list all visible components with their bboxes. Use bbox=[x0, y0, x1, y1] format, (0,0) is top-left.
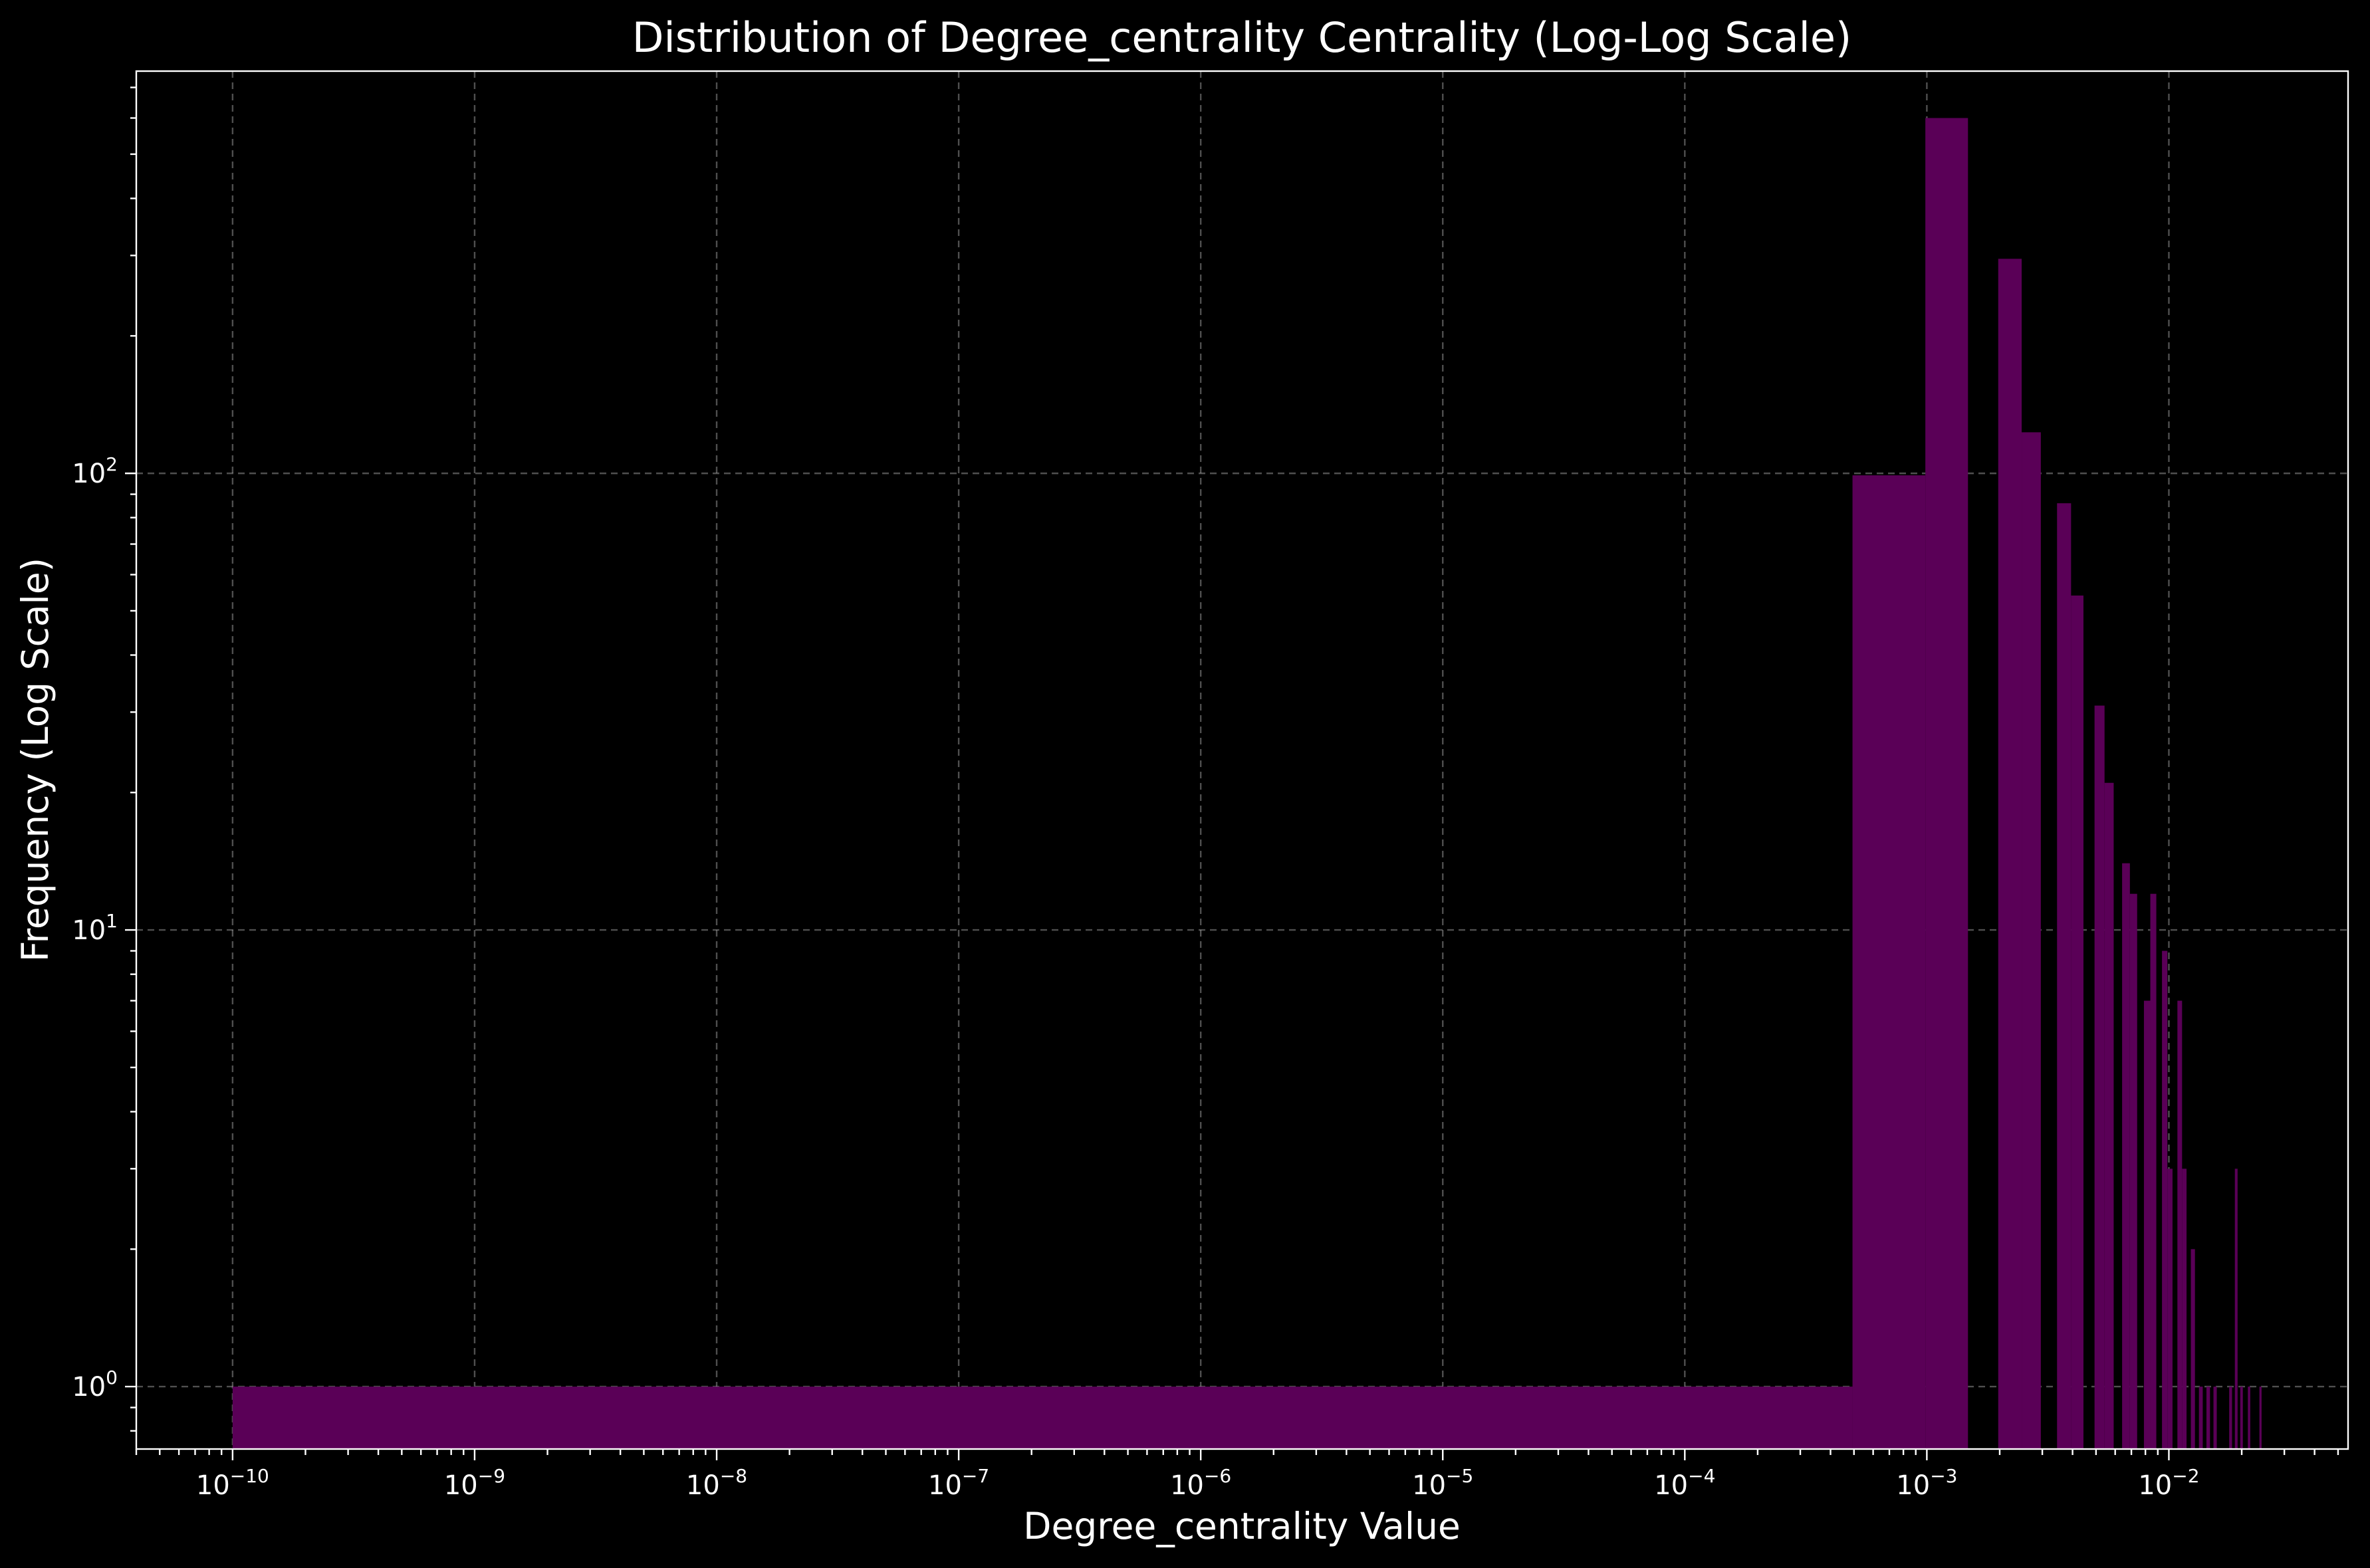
histogram-bar bbox=[2143, 1000, 2151, 1449]
histogram-bar bbox=[2234, 1169, 2238, 1449]
x-tick-label: 10−8 bbox=[686, 1465, 747, 1501]
histogram-bar bbox=[2150, 893, 2157, 1449]
x-tick-label: 10−3 bbox=[1896, 1465, 1957, 1501]
x-tick-label: 10−2 bbox=[2138, 1465, 2199, 1501]
histogram-bar bbox=[1852, 475, 1926, 1450]
histogram-bar bbox=[2094, 705, 2105, 1449]
histogram-bars bbox=[232, 118, 2262, 1450]
x-tick-label: 10−6 bbox=[1170, 1465, 1231, 1501]
histogram-bar bbox=[2057, 503, 2072, 1449]
x-axis-label: Degree_centrality Value bbox=[1023, 1505, 1461, 1547]
histogram-bar bbox=[2022, 432, 2041, 1450]
histogram-bar bbox=[2182, 1169, 2187, 1449]
histogram-bar bbox=[2129, 893, 2137, 1449]
histogram-bar bbox=[232, 1387, 1853, 1449]
x-tick-label: 10−7 bbox=[928, 1465, 989, 1501]
y-tick-label: 100 bbox=[72, 1367, 118, 1402]
y-tick-label: 102 bbox=[72, 453, 118, 489]
histogram-bar bbox=[2206, 1387, 2210, 1449]
histogram-bar bbox=[2229, 1387, 2232, 1449]
histogram-bar bbox=[2213, 1387, 2217, 1449]
histogram-bar bbox=[2259, 1387, 2262, 1449]
x-tick-label: 10−10 bbox=[196, 1465, 269, 1501]
histogram-bar bbox=[2167, 1169, 2173, 1449]
y-tick-label: 101 bbox=[72, 910, 118, 946]
histogram-bar bbox=[2177, 1000, 2183, 1449]
histogram-bar bbox=[2104, 782, 2114, 1449]
histogram-bar bbox=[2122, 863, 2130, 1449]
histogram-bar bbox=[2162, 951, 2168, 1449]
histogram-bar bbox=[1998, 259, 2022, 1450]
x-tick-label: 10−4 bbox=[1654, 1465, 1715, 1501]
histogram-bar bbox=[2191, 1249, 2195, 1449]
axis-ticks: 10−10 10−9 10−8 10−7 10−6 10−5 10−4 10−3 10−2 100… bbox=[72, 86, 2339, 1501]
x-tick-label: 10−5 bbox=[1412, 1465, 1473, 1501]
chart-title: Distribution of Degree_centrality Centra… bbox=[632, 13, 1851, 62]
histogram-bar bbox=[2198, 1387, 2203, 1449]
y-axis-label: Frequency (Log Scale) bbox=[14, 558, 57, 962]
histogram-bar bbox=[2071, 595, 2083, 1450]
histogram-bar bbox=[1925, 118, 1968, 1450]
plot-frame bbox=[135, 70, 2349, 1450]
histogram-bar bbox=[2240, 1387, 2243, 1449]
x-tick-label: 10−9 bbox=[444, 1465, 505, 1501]
histogram-bar bbox=[2248, 1387, 2250, 1449]
